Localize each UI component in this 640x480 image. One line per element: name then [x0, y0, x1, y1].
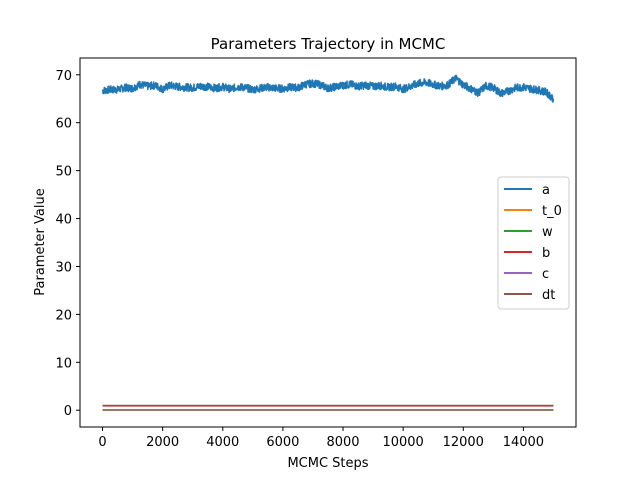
y-tick-label: 40 — [55, 213, 72, 228]
y-axis: 0 10 20 30 40 50 60 70 — [55, 69, 80, 419]
chart-title: Parameters Trajectory in MCMC — [211, 35, 446, 53]
legend-box — [497, 176, 570, 310]
x-tick-label: 4000 — [206, 435, 239, 450]
plot-frame — [79, 57, 577, 428]
y-tick-label: 10 — [55, 356, 72, 371]
y-tick-label: 30 — [55, 260, 72, 275]
y-tick-label: 20 — [55, 308, 72, 323]
y-tick-label: 50 — [55, 165, 72, 180]
x-axis: 0 2000 4000 6000 8000 10000 12000 14000 — [98, 427, 544, 450]
legend-label-a: a — [542, 183, 550, 198]
legend-label-w: w — [542, 225, 553, 240]
x-tick-label: 12000 — [443, 435, 484, 450]
y-tick-label: 70 — [55, 69, 72, 84]
legend-label-c: c — [542, 267, 549, 282]
y-axis-label: Parameter Value — [33, 188, 48, 295]
y-tick-label: 60 — [55, 117, 72, 132]
y-tick-label: 0 — [64, 404, 72, 419]
legend-label-dt: dt — [542, 288, 555, 303]
series-line-a — [101, 74, 555, 103]
plot-area — [101, 74, 555, 411]
x-tick-label: 6000 — [266, 435, 299, 450]
legend-label-b: b — [542, 246, 550, 261]
x-tick-label: 8000 — [326, 435, 359, 450]
x-tick-label: 10000 — [382, 435, 423, 450]
x-tick-label: 0 — [98, 435, 106, 450]
legend-label-t_0: t_0 — [542, 204, 562, 219]
x-tick-label: 2000 — [146, 435, 179, 450]
x-axis-label: MCMC Steps — [287, 456, 368, 471]
x-tick-label: 14000 — [503, 435, 544, 450]
